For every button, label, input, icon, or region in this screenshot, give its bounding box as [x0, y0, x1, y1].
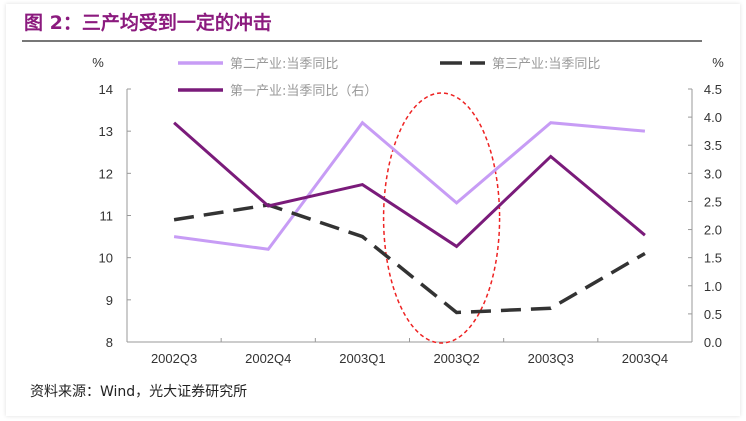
series-line-3: [173, 121, 646, 249]
left-tick-label: 13: [99, 124, 113, 139]
x-tick-label: 2002Q4: [245, 351, 291, 366]
x-tick-label: 2002Q3: [151, 351, 197, 366]
right-tick-label: 0.0: [704, 335, 722, 350]
highlight-ellipse: [382, 92, 501, 344]
chart-title: 图 2：三产均受到一定的冲击: [24, 12, 272, 34]
x-tick-label: 2003Q3: [528, 351, 574, 366]
right-axis-unit: %: [712, 55, 724, 70]
right-tick-label: 3.5: [704, 138, 722, 153]
left-tick-label: 14: [99, 82, 113, 97]
left-axis-unit: %: [92, 55, 104, 70]
legend-label-2: 第三产业:当季同比: [492, 57, 600, 72]
title-divider: [22, 40, 702, 42]
left-tick-label: 12: [99, 166, 113, 181]
right-tick-label: 4.0: [704, 110, 722, 125]
right-tick-label: 2.5: [704, 194, 722, 209]
left-tick-label: 11: [100, 209, 114, 224]
right-tick-label: 0.5: [704, 307, 722, 322]
right-tick-label: 3.0: [704, 166, 722, 181]
left-tick-label: 9: [106, 293, 113, 308]
series-line-2: [173, 203, 646, 315]
x-tick-label: 2003Q2: [433, 351, 479, 366]
right-tick-label: 2.0: [704, 223, 722, 238]
chart-frame: [6, 4, 740, 416]
left-tick-label: 10: [99, 251, 113, 266]
right-tick-label: 1.5: [704, 251, 722, 266]
right-tick-label: 4.5: [704, 82, 722, 97]
legend-label-3: 第一产业:当季同比（右）: [230, 84, 377, 99]
source-note: 资料来源：Wind，光大证券研究所: [30, 384, 248, 400]
x-tick-label: 2003Q1: [339, 351, 385, 366]
series-line-1: [173, 120, 646, 251]
legend-label-1: 第二产业:当季同比: [230, 57, 338, 72]
right-tick-label: 1.0: [704, 279, 722, 294]
left-tick-label: 8: [106, 335, 113, 350]
x-tick-label: 2003Q4: [622, 351, 668, 366]
